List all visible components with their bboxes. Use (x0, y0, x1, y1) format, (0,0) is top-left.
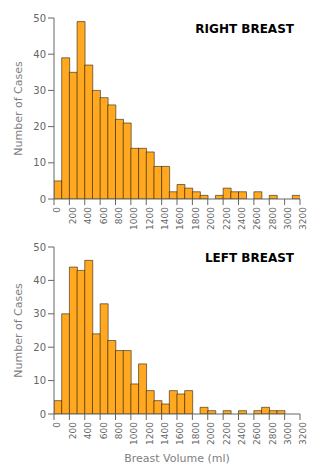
svg-text:2200: 2200 (222, 207, 232, 230)
svg-text:1800: 1800 (191, 422, 201, 445)
svg-text:30: 30 (33, 85, 46, 96)
svg-text:600: 600 (99, 207, 109, 224)
svg-text:2400: 2400 (237, 422, 247, 445)
svg-text:1000: 1000 (129, 422, 139, 445)
html-text:RIGHT BREAST: RIGHT BREAST (195, 22, 294, 36)
svg-text:0: 0 (52, 422, 62, 428)
svg-text:Number of Cases: Number of Cases (12, 61, 25, 156)
svg-text:3000: 3000 (283, 422, 293, 445)
svg-text:800: 800 (114, 207, 124, 224)
svg-text:800: 800 (114, 422, 124, 439)
svg-text:2000: 2000 (206, 422, 216, 445)
svg-text:1400: 1400 (160, 207, 170, 230)
svg-text:2800: 2800 (268, 422, 278, 445)
svg-text:3200: 3200 (298, 207, 308, 230)
svg-text:1800: 1800 (191, 207, 201, 230)
svg-text:600: 600 (99, 422, 109, 439)
svg-text:50: 50 (33, 242, 46, 253)
html-text:LEFT BREAST: LEFT BREAST (204, 251, 294, 265)
svg-text:3000: 3000 (283, 207, 293, 230)
svg-text:2600: 2600 (252, 207, 262, 230)
svg-text:Number of Cases: Number of Cases (12, 283, 25, 378)
svg-text:0: 0 (40, 194, 46, 205)
svg-text:1600: 1600 (175, 207, 185, 230)
svg-text:400: 400 (83, 207, 93, 224)
svg-text:10: 10 (33, 375, 46, 386)
svg-text:0: 0 (40, 409, 46, 420)
svg-text:10: 10 (33, 157, 46, 168)
svg-text:30: 30 (33, 308, 46, 319)
svg-text:1200: 1200 (145, 207, 155, 230)
svg-text:Breast Volume (ml): Breast Volume (ml) (124, 452, 230, 465)
svg-text:1400: 1400 (160, 422, 170, 445)
svg-text:1600: 1600 (175, 422, 185, 445)
svg-text:2600: 2600 (252, 422, 262, 445)
svg-text:1200: 1200 (145, 422, 155, 445)
svg-text:50: 50 (33, 13, 46, 24)
svg-text:200: 200 (68, 207, 78, 224)
svg-text:2200: 2200 (222, 422, 232, 445)
svg-text:400: 400 (83, 422, 93, 439)
svg-text:20: 20 (33, 342, 46, 353)
svg-text:40: 40 (33, 275, 46, 286)
svg-text:200: 200 (68, 422, 78, 439)
svg-text:20: 20 (33, 121, 46, 132)
svg-text:1000: 1000 (129, 207, 139, 230)
svg-text:2400: 2400 (237, 207, 247, 230)
svg-text:40: 40 (33, 49, 46, 60)
svg-text:0: 0 (52, 207, 62, 213)
svg-text:2000: 2000 (206, 207, 216, 230)
svg-text:3200: 3200 (298, 422, 308, 445)
svg-text:2800: 2800 (268, 207, 278, 230)
